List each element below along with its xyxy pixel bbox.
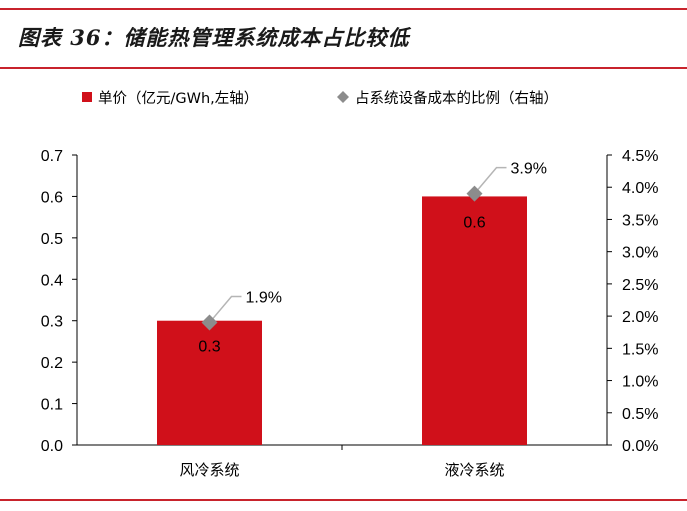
y-right-tick-label: 4.0% [622,180,658,197]
y-left-tick-label: 0.0 [41,438,63,455]
figure-title: 图表 36：储能热管理系统成本占比较低 [18,25,410,50]
x-category-label: 液冷系统 [444,461,504,479]
y-right-tick-label: 3.0% [622,245,658,262]
legend-point-label: 占系统设备成本的比例（右轴） [355,90,558,107]
point-marker [201,314,218,331]
x-category-label: 风冷系统 [179,461,239,479]
y-right-tick-label: 2.0% [622,309,658,326]
bar-data-label: 0.3 [198,339,220,356]
y-left-tick-label: 0.2 [41,355,63,372]
bar-data-label: 0.6 [463,214,485,231]
legend-bar-swatch [82,92,92,102]
y-right-tick-label: 2.5% [622,277,658,294]
point-data-label: 3.9% [511,161,547,178]
y-right-tick-label: 0.5% [622,406,658,423]
legend-point-swatch [337,91,349,103]
y-right-tick-label: 1.0% [622,374,658,391]
y-right-tick-label: 3.5% [622,212,658,229]
y-right-tick-label: 1.5% [622,341,658,358]
legend: 单价（亿元/GWh,左轴） 占系统设备成本的比例（右轴） [82,90,558,107]
y-left-tick-label: 0.1 [41,397,63,414]
plot-area: 0.3 1.9% 0.6 3.9% [157,161,547,445]
y-right-tick-label: 4.5% [622,148,658,165]
axes: 0.0 0.1 0.2 0.3 0.4 0.5 0.6 0.7 0.0% 0.5% 1.0% 1.5%… [41,148,659,479]
y-right-tick-label: 0.0% [622,438,658,455]
y-left-tick-label: 0.3 [41,314,63,331]
y-left-tick-label: 0.7 [41,148,63,165]
y-left-tick-label: 0.4 [41,272,63,289]
y-left-tick-label: 0.5 [41,231,63,248]
point-marker [466,185,483,202]
legend-bar-label: 单价（亿元/GWh,左轴） [98,90,258,107]
data-label-leader-line [208,295,242,324]
y-left-tick-label: 0.6 [41,189,63,206]
bar [157,320,262,445]
bar [422,196,527,445]
point-data-label: 1.9% [246,290,282,307]
data-label-leader-line [473,166,507,195]
